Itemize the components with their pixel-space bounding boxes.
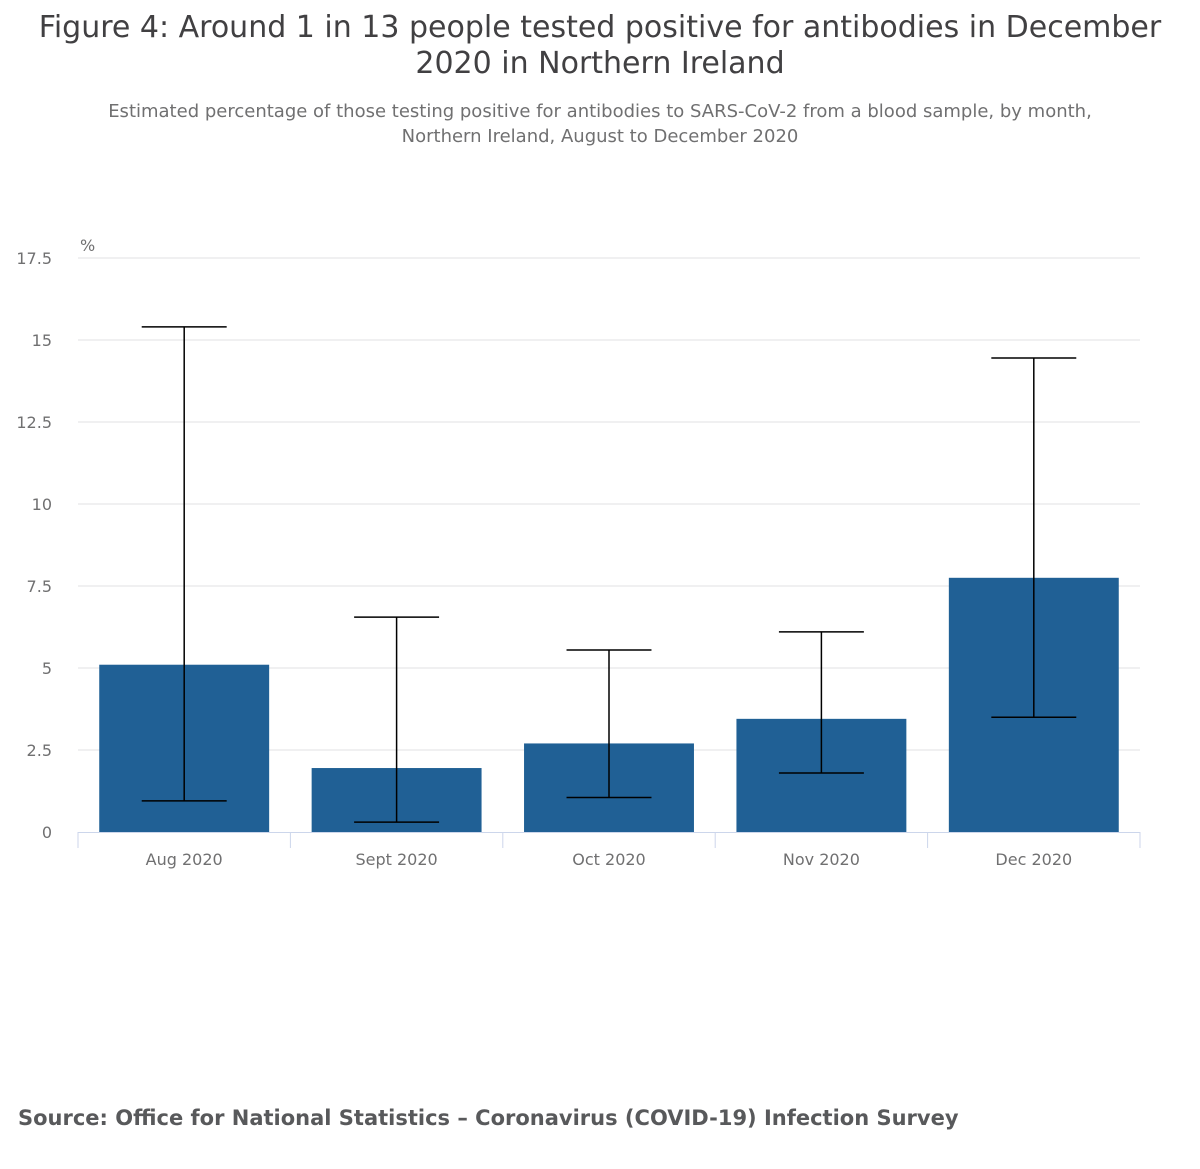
y-tick-label: 7.5 — [27, 577, 52, 596]
chart-subtitle-line-1: Estimated percentage of those testing po… — [108, 101, 1092, 122]
x-tick-label: Aug 2020 — [146, 850, 223, 869]
y-tick-label: 17.5 — [16, 249, 52, 268]
chart-title-line-1: Figure 4: Around 1 in 13 people tested p… — [38, 10, 1162, 45]
x-tick-label: Oct 2020 — [572, 850, 645, 869]
error-bars — [141, 326, 1077, 823]
chart-title: Figure 4: Around 1 in 13 people tested p… — [0, 10, 1200, 82]
y-tick-label: 0 — [42, 823, 52, 842]
y-tick-label: 10 — [32, 495, 52, 514]
y-tick-label: 15 — [32, 331, 52, 350]
chart-subtitle: Estimated percentage of those testing po… — [0, 99, 1200, 149]
y-tick-label: 12.5 — [16, 413, 52, 432]
x-tick-label: Sept 2020 — [355, 850, 437, 869]
chart-subtitle-line-2: Northern Ireland, August to December 202… — [401, 126, 799, 147]
tick-labels: 0 2.5 5 7.5 10 12.5 15 17.5 Aug 2020 Sept 2020 Oct… — [16, 249, 1072, 869]
x-axis — [77, 832, 1141, 848]
y-axis-unit-label: % — [80, 236, 95, 255]
chart-title-line-2: 2020 in Northern Ireland — [415, 46, 785, 81]
source-note: Source: Office for National Statistics –… — [18, 1106, 959, 1130]
x-tick-label: Nov 2020 — [783, 850, 860, 869]
x-tick-label: Dec 2020 — [995, 850, 1072, 869]
y-tick-label: 5 — [42, 659, 52, 678]
y-tick-label: 2.5 — [27, 741, 52, 760]
